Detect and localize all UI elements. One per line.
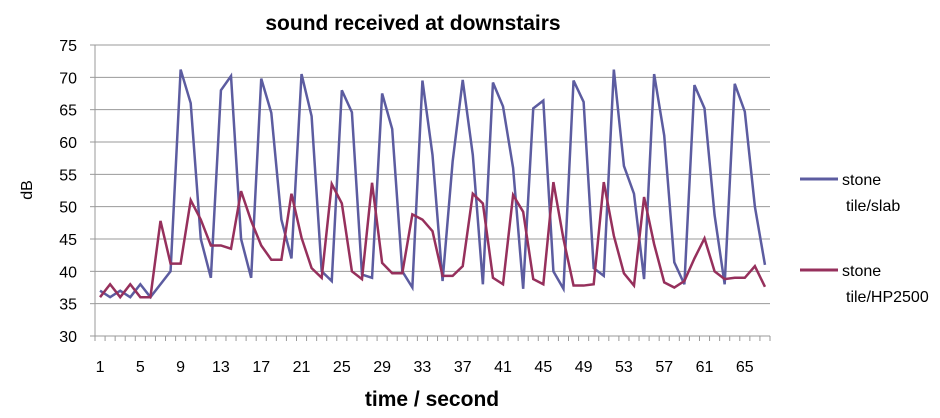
y-tick-label: 45: [59, 232, 77, 249]
x-tick-label: 9: [176, 359, 185, 376]
y-tick-label: 55: [59, 167, 77, 184]
y-tick-label: 65: [59, 103, 77, 120]
x-tick-label: 17: [252, 359, 270, 376]
y-tick-label: 30: [59, 329, 77, 346]
x-tick-label: 13: [212, 359, 230, 376]
x-axis-ticks: 1 5 9 13 17 21 25 29 33 37 41 45 49 53 57 61 65: [94, 336, 771, 376]
x-tick-label: 1: [96, 359, 105, 376]
series-lines: [99, 69, 767, 300]
x-tick-label: 65: [736, 359, 754, 376]
y-tick-label: 70: [59, 70, 77, 87]
x-tick-label: 53: [615, 359, 633, 376]
x-tick-label: 45: [534, 359, 552, 376]
legend-label-0: stone: [842, 172, 881, 189]
y-axis-ticks: 30 35 40 45 50 55 60 65 70 75: [59, 38, 95, 346]
y-tick-label: 60: [59, 135, 77, 152]
y-tick-label: 40: [59, 264, 77, 281]
chart-title: sound received at downstairs: [265, 12, 560, 35]
x-tick-label: 25: [333, 359, 351, 376]
x-tick-label: 41: [494, 359, 512, 376]
x-tick-label: 5: [136, 359, 145, 376]
x-tick-label: 33: [414, 359, 432, 376]
x-tick-label: 29: [373, 359, 391, 376]
legend-label-1: tile/HP2500: [846, 289, 929, 306]
y-tick-label: 50: [59, 200, 77, 217]
legend-label-0: tile/slab: [846, 198, 900, 215]
series-line-0: [99, 69, 767, 300]
y-tick-label: 35: [59, 297, 77, 314]
x-tick-label: 57: [655, 359, 673, 376]
legend: stone tile/slab stone tile/HP2500: [800, 172, 929, 306]
x-tick-label: 49: [575, 359, 593, 376]
y-axis-label: dB: [19, 180, 36, 200]
x-tick-label: 21: [293, 359, 311, 376]
x-axis-label: time / second: [365, 388, 499, 411]
x-tick-label: 61: [696, 359, 714, 376]
legend-label-1: stone: [842, 263, 881, 280]
x-tick-label: 37: [454, 359, 472, 376]
series-line-1: [99, 179, 767, 300]
y-tick-label: 75: [59, 38, 77, 55]
